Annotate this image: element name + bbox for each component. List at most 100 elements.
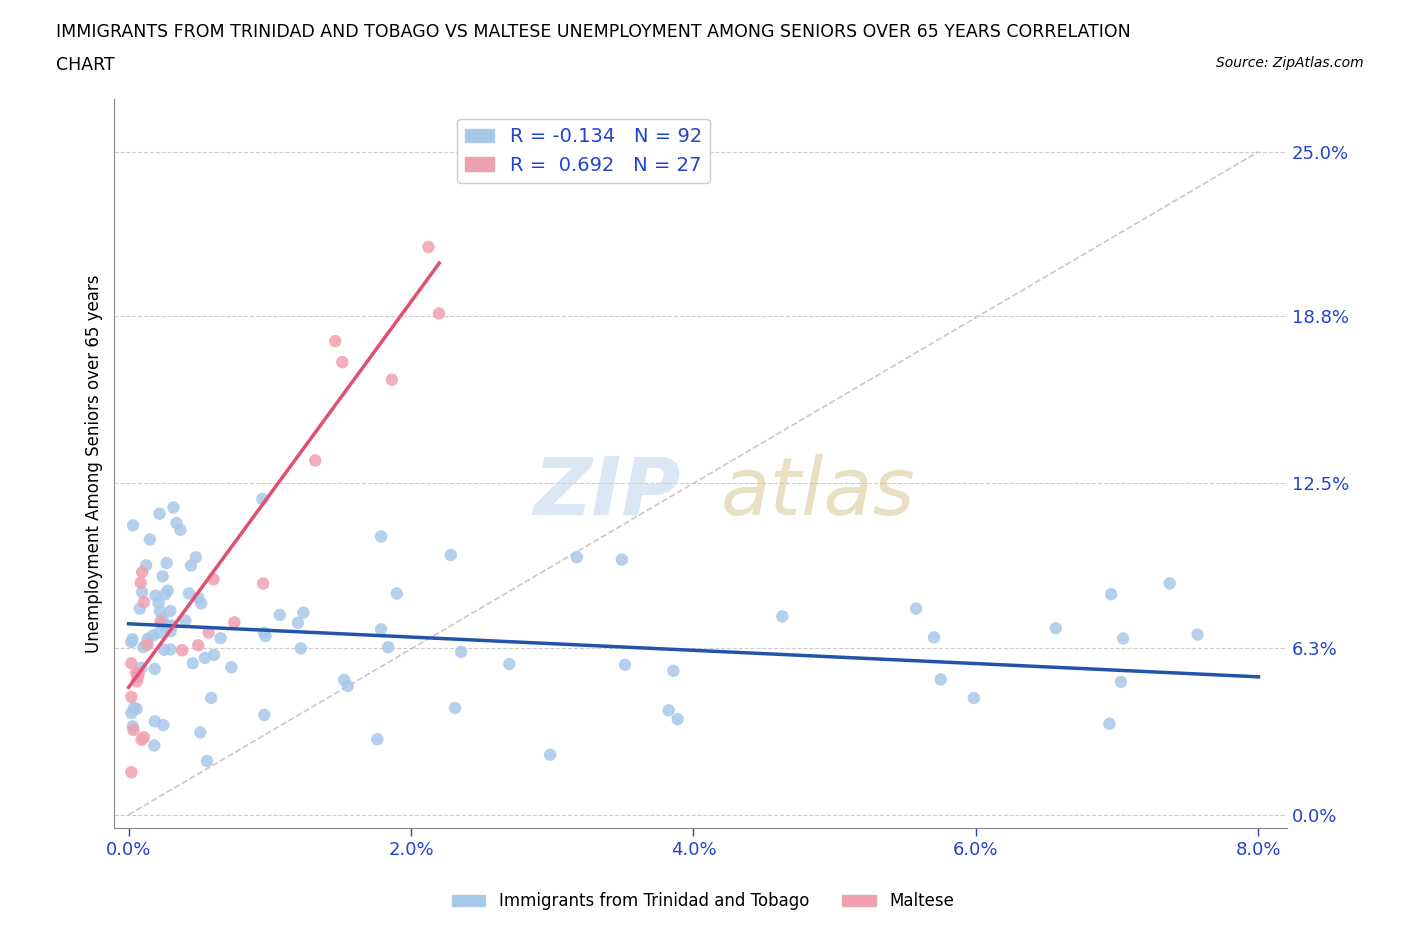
Point <box>132 594 155 609</box>
Point <box>381 372 404 387</box>
Point <box>166 515 188 530</box>
Point <box>187 638 209 653</box>
Point <box>139 532 162 547</box>
Point <box>131 585 153 600</box>
Point <box>610 552 633 567</box>
Point <box>905 601 928 616</box>
Point <box>122 700 145 715</box>
Text: CHART: CHART <box>56 56 115 73</box>
Point <box>121 631 143 646</box>
Point <box>156 618 179 633</box>
Point <box>159 624 181 639</box>
Point <box>120 689 142 704</box>
Point <box>450 644 472 659</box>
Point <box>658 703 681 718</box>
Point <box>162 500 184 515</box>
Point <box>135 636 157 651</box>
Point <box>1045 621 1067 636</box>
Point <box>188 724 211 739</box>
Point <box>1098 716 1121 731</box>
Point <box>202 572 225 587</box>
Point <box>1159 576 1181 591</box>
Text: Source: ZipAtlas.com: Source: ZipAtlas.com <box>1216 56 1364 70</box>
Point <box>1187 627 1209 642</box>
Point <box>120 706 142 721</box>
Point <box>125 674 148 689</box>
Point <box>172 643 194 658</box>
Point <box>122 518 145 533</box>
Point <box>148 506 170 521</box>
Point <box>131 565 153 579</box>
Point <box>160 618 183 633</box>
Point <box>128 667 150 682</box>
Point <box>929 672 952 687</box>
Point <box>269 607 291 622</box>
Point <box>156 583 179 598</box>
Point <box>292 605 315 620</box>
Point <box>143 714 166 729</box>
Point <box>129 576 152 591</box>
Point <box>333 672 356 687</box>
Point <box>132 640 155 655</box>
Point <box>149 604 172 618</box>
Point <box>370 622 392 637</box>
Point <box>498 657 520 671</box>
Point <box>202 647 225 662</box>
Point <box>963 690 986 705</box>
Text: atlas: atlas <box>720 454 915 532</box>
Point <box>440 548 463 563</box>
Point <box>190 596 212 611</box>
Point <box>131 732 153 747</box>
Point <box>149 615 172 630</box>
Point <box>121 719 143 734</box>
Point <box>254 629 277 644</box>
Point <box>1109 674 1132 689</box>
Y-axis label: Unemployment Among Seniors over 65 years: Unemployment Among Seniors over 65 years <box>86 274 103 653</box>
Point <box>221 659 243 674</box>
Text: ZIP: ZIP <box>533 454 681 532</box>
Point <box>418 240 440 255</box>
Point <box>150 616 173 631</box>
Point <box>159 604 181 618</box>
Point <box>194 651 217 666</box>
Point <box>366 732 388 747</box>
Point <box>252 492 274 507</box>
Point <box>131 660 153 675</box>
Point <box>1112 631 1135 646</box>
Point <box>159 642 181 657</box>
Point <box>177 586 200 601</box>
Point <box>125 701 148 716</box>
Point <box>143 661 166 676</box>
Point <box>252 576 274 591</box>
Point <box>132 730 155 745</box>
Point <box>169 523 191 538</box>
Point <box>614 658 637 672</box>
Point <box>922 630 945 644</box>
Point <box>153 643 176 658</box>
Legend: R = -0.134   N = 92, R =  0.692   N = 27: R = -0.134 N = 92, R = 0.692 N = 27 <box>457 119 710 182</box>
Point <box>287 616 309 631</box>
Point <box>770 609 793 624</box>
Point <box>136 637 159 652</box>
Point <box>127 670 149 684</box>
Point <box>385 586 408 601</box>
Point <box>666 711 689 726</box>
Point <box>200 690 222 705</box>
Point <box>152 569 174 584</box>
Point <box>444 700 467 715</box>
Point <box>120 634 142 649</box>
Point <box>145 588 167 603</box>
Text: IMMIGRANTS FROM TRINIDAD AND TOBAGO VS MALTESE UNEMPLOYMENT AMONG SENIORS OVER 6: IMMIGRANTS FROM TRINIDAD AND TOBAGO VS M… <box>56 23 1130 41</box>
Point <box>180 558 202 573</box>
Point <box>538 748 561 763</box>
Point <box>323 334 346 349</box>
Point <box>156 555 179 570</box>
Legend: Immigrants from Trinidad and Tobago, Maltese: Immigrants from Trinidad and Tobago, Mal… <box>446 885 960 917</box>
Point <box>209 631 232 645</box>
Point <box>304 453 326 468</box>
Point <box>152 718 174 733</box>
Point <box>125 666 148 681</box>
Point <box>187 591 209 605</box>
Point <box>120 656 142 671</box>
Point <box>565 550 588 565</box>
